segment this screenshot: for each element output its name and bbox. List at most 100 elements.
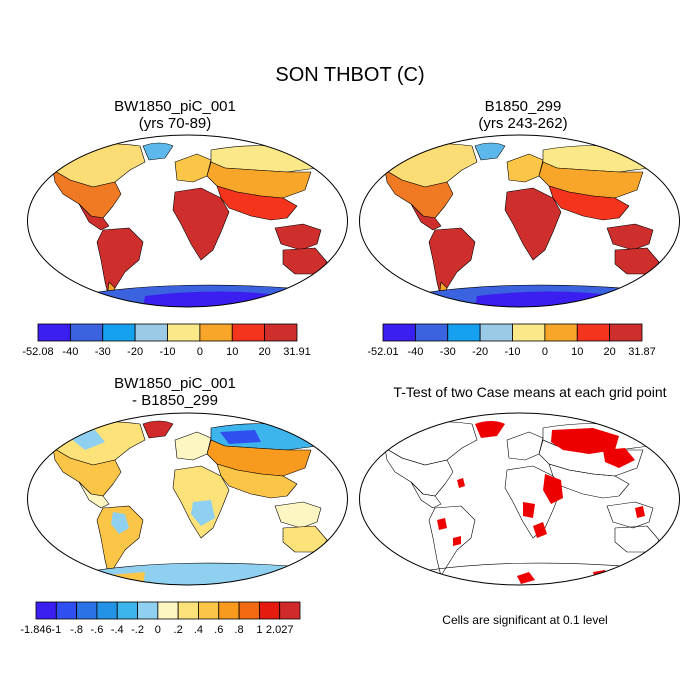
map4-sig-siberia [551, 428, 619, 454]
map2-maritime-continent [606, 223, 654, 251]
map4-south-america [428, 505, 476, 577]
colorbar-1-label: -40 [62, 346, 78, 358]
colorbar-1-label: -10 [160, 346, 176, 358]
map3-maritime-continent [274, 501, 322, 529]
map4-sig-caribbean [457, 478, 465, 488]
colorbar-3-label: -1.846 [20, 624, 51, 636]
map3-europe [174, 431, 212, 461]
map4-sig-africa [523, 502, 535, 518]
colorbar-1-swatch [37, 323, 71, 342]
panel-1-title-line2: (yrs 70-89) [138, 115, 212, 132]
colorbar-3-swatch [116, 601, 138, 620]
colorbar-3-swatch [55, 601, 78, 620]
colorbar-3-label: 1 [256, 624, 262, 636]
colorbar-2-swatch [447, 323, 481, 342]
colorbar-2-swatch [382, 323, 416, 342]
colorbar-3-swatch [35, 601, 57, 620]
map3-central-asia [206, 439, 312, 477]
map2-south-asia [548, 185, 630, 221]
map1-south-asia [216, 185, 298, 221]
colorbar-3-label: 2.027 [266, 624, 294, 636]
map1-greenland [142, 142, 174, 161]
figure-title: SON THBOT (C) [275, 64, 425, 86]
map2-border [359, 134, 680, 308]
colorbar-2-label: -30 [440, 346, 456, 358]
map1-border [27, 134, 348, 308]
colorbar-2: -52.01 -40 -30 -20 -10 0 10 20 31.87 [367, 323, 656, 358]
colorbar-2-label: -52.01 [367, 346, 398, 358]
map4-sig-arabia [543, 474, 563, 504]
map4-europe [506, 431, 544, 461]
map3-north-america-mid [52, 447, 122, 497]
panel-2-title-line2: (yrs 243-262) [478, 115, 568, 132]
colorbar-2-label: -40 [407, 346, 423, 358]
colorbar-1: -52.08 -40 -30 -20 -10 0 10 20 31.91 [22, 323, 311, 358]
panel-3-title-line2: - B1850_299 [132, 392, 218, 409]
map1-europe [174, 153, 212, 183]
colorbar-1-swatch [167, 323, 201, 342]
colorbar-3-label: -.6 [91, 624, 104, 636]
panel-2-title-line1: B1850_299 [484, 98, 562, 115]
map2-central-asia [538, 161, 644, 199]
colorbar-3-swatch [198, 601, 220, 620]
colorbar-1-label: 20 [259, 346, 271, 358]
colorbar-3-label: -.2 [131, 624, 144, 636]
map2-central-america [410, 203, 442, 231]
panel-3-title: BW1850_piC_001 - B1850_299 [35, 375, 315, 409]
colorbar-3-label: -1 [51, 624, 61, 636]
colorbar-1-label: 0 [197, 346, 203, 358]
colorbar-3-label: 0 [155, 624, 161, 636]
colorbar-3-swatch [258, 601, 281, 620]
colorbar-2-label: 0 [542, 346, 548, 358]
colorbar-1-swatch [134, 323, 168, 342]
panel-1-title-line1: BW1850_piC_001 [114, 98, 236, 115]
colorbar-3: -1.846 -1 -.8 -.6 -.4 -.2 0 .2 .4 .6 .8 1 2.027 [20, 601, 301, 636]
colorbar-3-swatch [157, 601, 179, 620]
map3-australia [282, 525, 328, 553]
colorbar-1-swatch [102, 323, 136, 342]
map4-north-america-north [376, 421, 478, 466]
map4-north-america-mid [384, 447, 454, 497]
map4-sig-south-africa [533, 522, 547, 538]
map2-africa [504, 187, 562, 261]
colorbar-3-label: .8 [234, 624, 243, 636]
colorbar-3-swatch [76, 601, 98, 620]
colorbar-2-swatch [479, 323, 513, 342]
colorbar-2-swatch [576, 323, 611, 342]
map2-australia [614, 247, 660, 275]
map4-sig-sa-2 [453, 536, 461, 546]
colorbar-2-label: 10 [571, 346, 583, 358]
map3-africa-cool-patch [191, 500, 215, 526]
map4-central-america [410, 481, 442, 509]
map-panel-3 [27, 412, 348, 586]
map4-sig-sa-1 [437, 518, 447, 530]
colorbar-3-label: .4 [194, 624, 203, 636]
colorbar-2-swatch [544, 323, 578, 342]
colorbar-3-label: .2 [174, 624, 183, 636]
colorbar-3-label: -.8 [70, 624, 83, 636]
colorbar-3-swatch [279, 601, 301, 620]
colorbar-1-label: -52.08 [22, 346, 53, 358]
panel-2-title: B1850_299 (yrs 243-262) [383, 98, 663, 132]
colorbar-2-label: 31.87 [628, 346, 656, 358]
colorbar-3-swatch [137, 601, 159, 620]
map4-sig-greenland [475, 421, 505, 438]
colorbar-3-swatch [96, 601, 118, 620]
map1-central-america [78, 203, 110, 231]
colorbar-3-swatch [177, 601, 199, 620]
map4-australia [614, 525, 660, 553]
map2-europe [506, 153, 544, 183]
map4-sig-antarctica-1 [517, 572, 535, 584]
colorbar-2-swatch [512, 323, 546, 342]
colorbar-2-swatch [414, 323, 449, 342]
map4-maritime-continent [606, 501, 654, 529]
significance-note: Cells are significant at 0.1 level [442, 613, 608, 627]
colorbar-3-swatch [218, 601, 240, 620]
map3-siberia-cold-core [220, 430, 261, 444]
colorbar-1-label: -30 [95, 346, 111, 358]
panel-1-title: BW1850_piC_001 (yrs 70-89) [35, 98, 315, 132]
map3-south-america [96, 505, 144, 577]
map3-central-america [78, 481, 110, 509]
map3-border [27, 412, 348, 586]
map2-north-america-mid [384, 169, 454, 219]
